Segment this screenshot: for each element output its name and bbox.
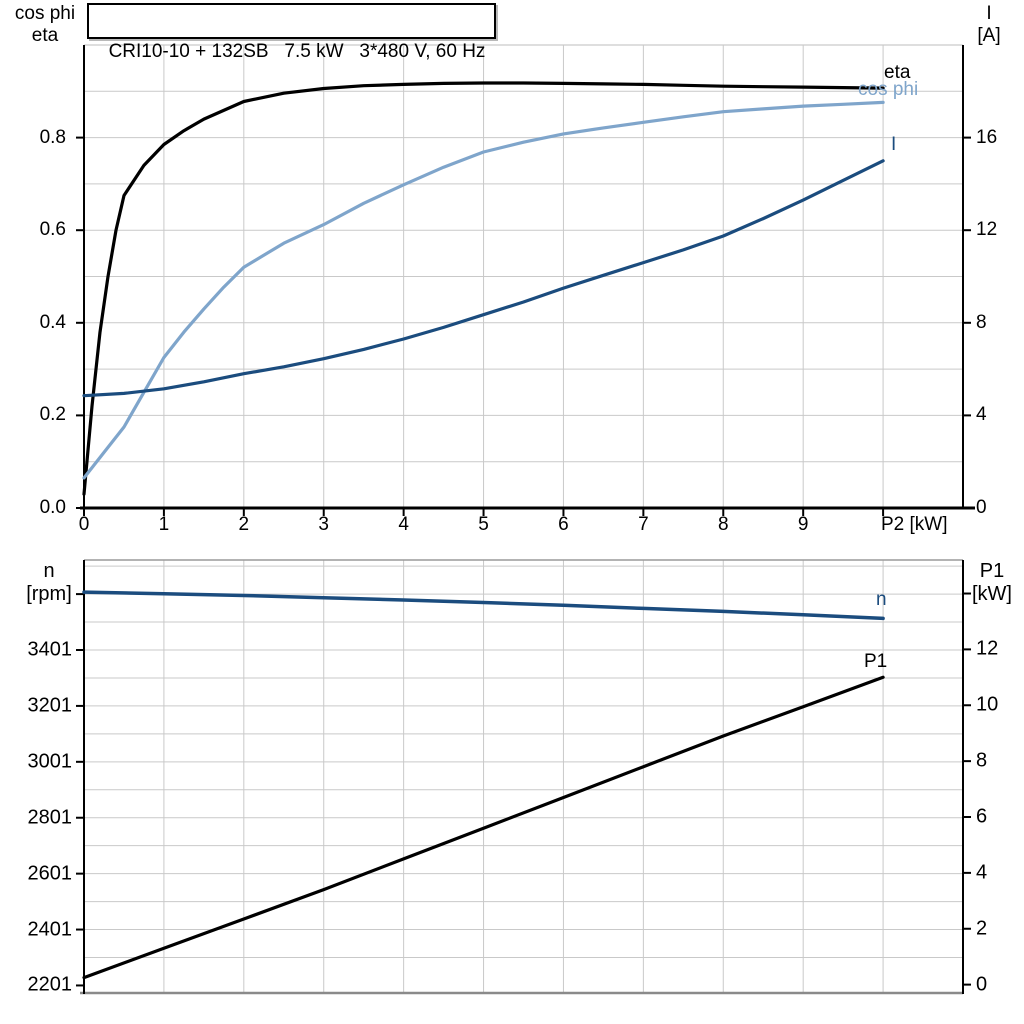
- ytick-label-left: 2801: [27, 806, 73, 829]
- ytick-label-right: 6: [976, 805, 988, 828]
- ytick-label-left: 0.8: [39, 126, 66, 148]
- ytick-label-right: 16: [976, 126, 998, 148]
- curve-i: [82, 159, 885, 398]
- bottom-chart-left-axis-title: n [rpm]: [16, 560, 82, 606]
- ytick-label-right: 0: [976, 497, 987, 518]
- axis-title-p1: P1: [979, 560, 1005, 582]
- ytick-label-right: 12: [976, 219, 998, 241]
- ytick-label-left: 3201: [27, 694, 73, 717]
- xtick-label: 8: [717, 514, 729, 535]
- curve-eta: [82, 81, 885, 496]
- ytick-label-left: 0.4: [39, 311, 66, 333]
- axis-title-speed-unit: [rpm]: [26, 583, 72, 605]
- axis-title-speed: n: [43, 560, 55, 582]
- ytick-label-left: 0.2: [39, 404, 66, 426]
- x-axis-title: P2 [kW]: [881, 514, 948, 535]
- ytick-label-right: 12: [976, 637, 999, 660]
- chart-title: CRI10-10 + 132SB 7.5 kW 3*480 V, 60 Hz: [108, 41, 486, 62]
- axis-title-current-unit: [A]: [977, 25, 1001, 46]
- curve-label-eta: eta: [884, 62, 911, 83]
- xtick-label: 5: [478, 514, 489, 535]
- xtick-label: 1: [158, 514, 170, 535]
- xtick-label: 6: [558, 514, 569, 535]
- axis-title-eta: eta: [31, 25, 59, 46]
- ytick-label-right: 2: [976, 917, 988, 940]
- curve-n: [82, 590, 885, 621]
- ytick-label-left: 0.6: [39, 219, 66, 241]
- ytick-label-left: 2601: [27, 862, 73, 885]
- ytick-label-left: 2201: [27, 973, 73, 996]
- xtick-label: 3: [318, 514, 330, 535]
- xtick-label: 4: [398, 514, 409, 535]
- curve-label-cos-phi: cos phi: [858, 79, 919, 100]
- ytick-label-right: 0: [976, 973, 988, 996]
- ytick-label-right: 4: [976, 404, 987, 426]
- axis-title-p1-unit: [kW]: [972, 583, 1012, 605]
- axis-title-current: I: [986, 3, 992, 24]
- ytick-label-left: 3001: [27, 750, 73, 773]
- ytick-label-right: 8: [976, 311, 987, 333]
- ytick-label-left: 0.0: [39, 497, 66, 518]
- curve-cos-phi: [82, 100, 885, 480]
- curve-label-n: n: [876, 589, 887, 610]
- ytick-label-left: 2401: [27, 918, 73, 941]
- xtick-label: 7: [638, 514, 649, 535]
- top-chart-left-axis-title: cos phi eta: [8, 3, 82, 47]
- ytick-label-left: 3401: [27, 638, 73, 661]
- xtick-label: 2: [238, 514, 250, 535]
- xtick-label: 0: [78, 514, 90, 535]
- axis-title-cos-phi: cos phi: [14, 3, 76, 24]
- curve-p1: [82, 675, 885, 980]
- chart-title-box: CRI10-10 + 132SB 7.5 kW 3*480 V, 60 Hz: [87, 3, 497, 62]
- ytick-label-right: 4: [976, 861, 988, 884]
- bottom-chart-right-axis-title: P1 [kW]: [962, 560, 1022, 606]
- ytick-label-right: 10: [976, 693, 999, 716]
- ytick-label-right: 8: [976, 749, 988, 772]
- xtick-label: 9: [797, 514, 809, 535]
- curve-label-i: I: [891, 134, 897, 155]
- top-chart-right-axis-title: I [A]: [960, 3, 1018, 47]
- curve-label-p1: P1: [864, 651, 888, 672]
